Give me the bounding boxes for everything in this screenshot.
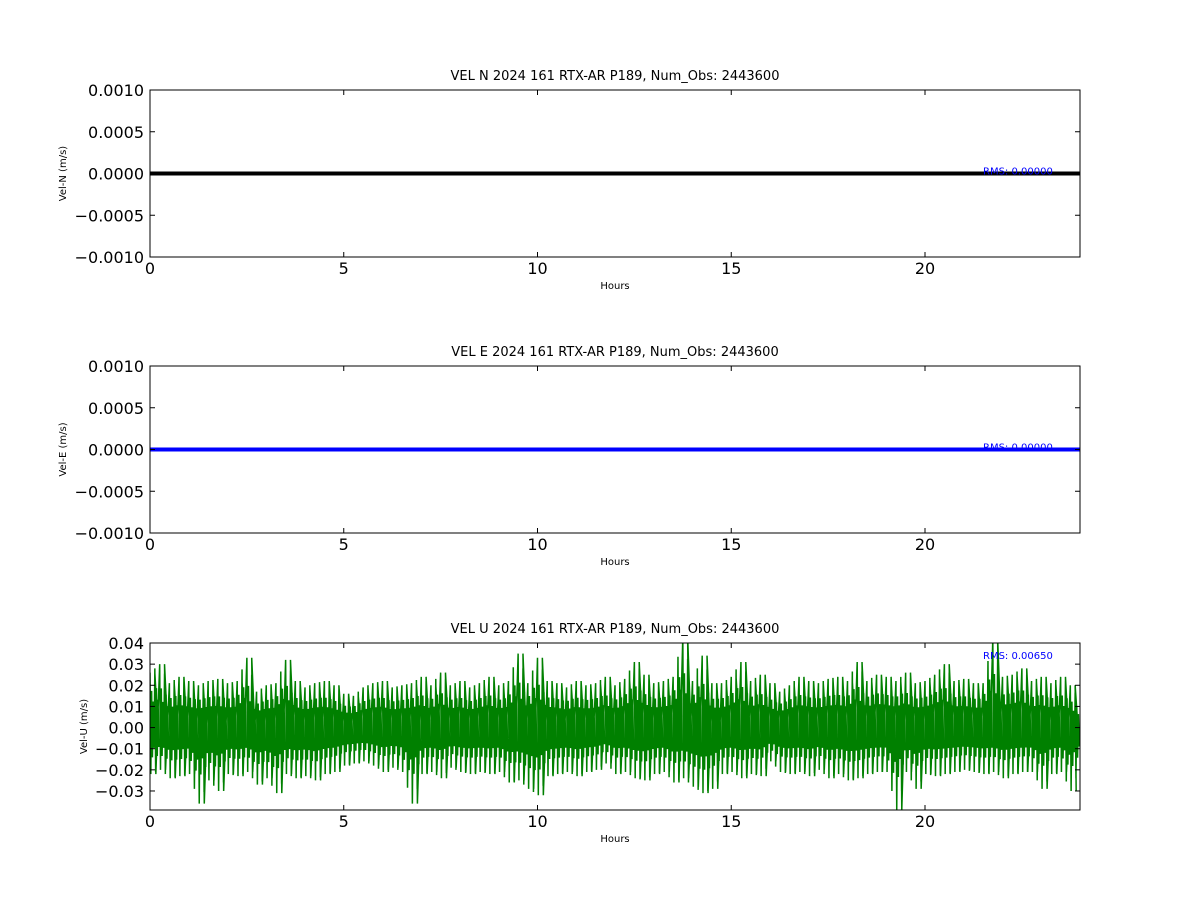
x-tick-label: 20	[915, 535, 935, 554]
data-series-line	[150, 643, 1080, 810]
chart-title: VEL U 2024 161 RTX-AR P189, Num_Obs: 244…	[451, 622, 780, 637]
axes-frame	[149, 642, 1081, 811]
x-tick-label: 20	[915, 259, 935, 278]
y-tick-label: 0.0010	[88, 357, 144, 376]
x-tick-label: 10	[527, 812, 547, 831]
x-tick-label: 5	[339, 535, 349, 554]
y-tick-label: 0.02	[108, 676, 144, 695]
chart-title: VEL E 2024 161 RTX-AR P189, Num_Obs: 244…	[451, 345, 778, 360]
y-tick-label: −0.02	[95, 761, 144, 780]
plot-area	[150, 643, 1080, 810]
y-tick-label: 0.0005	[88, 399, 144, 418]
y-tick-label: 0.0010	[88, 81, 144, 100]
x-tick-label: 20	[915, 812, 935, 831]
y-tick-label: −0.0010	[75, 248, 144, 267]
y-tick-label: −0.0010	[75, 524, 144, 543]
velocity-panel-u: 0 5 10 15 20 0.04 0.03 0.02 0.01 0.00 −0.01 −0.02 −0…	[79, 622, 1081, 845]
y-tick-label: −0.0005	[75, 206, 144, 225]
x-tick-label: 15	[721, 535, 741, 554]
y-tick-label: −0.0005	[75, 482, 144, 501]
x-axis-label: Hours	[600, 834, 629, 845]
x-axis-label: Hours	[600, 281, 629, 292]
y-tick-label: 0.03	[108, 655, 144, 674]
velocity-panel-e: 0 5 10 15 20 0.0010 0.0005 0.0000 −0.0005 −0.0010…	[58, 345, 1081, 568]
rms-annotation: RMS: 0.00000	[983, 167, 1053, 178]
x-tick-label: 0	[145, 259, 155, 278]
y-tick-label: 0.0000	[88, 441, 144, 460]
x-tick-label: 15	[721, 812, 741, 831]
chart-title: VEL N 2024 161 RTX-AR P189, Num_Obs: 244…	[451, 69, 780, 84]
y-tick-label: −0.03	[95, 782, 144, 801]
x-tick-label: 5	[339, 259, 349, 278]
x-axis-label: Hours	[600, 557, 629, 568]
y-tick-label: 0.0000	[88, 165, 144, 184]
y-tick-label: 0.01	[108, 697, 144, 716]
y-tick-label: 0.04	[108, 634, 144, 653]
y-axis-label: Vel-N (m/s)	[58, 146, 69, 201]
rms-annotation: RMS: 0.00000	[983, 443, 1053, 454]
y-tick-label: 0.00	[108, 719, 144, 738]
velocity-panel-n: 0 5 10 15 20 0.0010 0.0005 0.0000 −0.0005 −0.0010…	[58, 69, 1081, 292]
x-tick-label: 10	[527, 259, 547, 278]
y-tick-label: −0.01	[95, 740, 144, 759]
rms-annotation: RMS: 0.00650	[983, 651, 1053, 662]
y-tick-label: 0.0005	[88, 123, 144, 142]
x-tick-label: 0	[145, 812, 155, 831]
x-tick-label: 5	[339, 812, 349, 831]
y-axis-label: Vel-U (m/s)	[79, 699, 90, 754]
y-axis-label: Vel-E (m/s)	[58, 422, 69, 476]
x-tick-label: 15	[721, 259, 741, 278]
x-tick-label: 0	[145, 535, 155, 554]
x-tick-label: 10	[527, 535, 547, 554]
